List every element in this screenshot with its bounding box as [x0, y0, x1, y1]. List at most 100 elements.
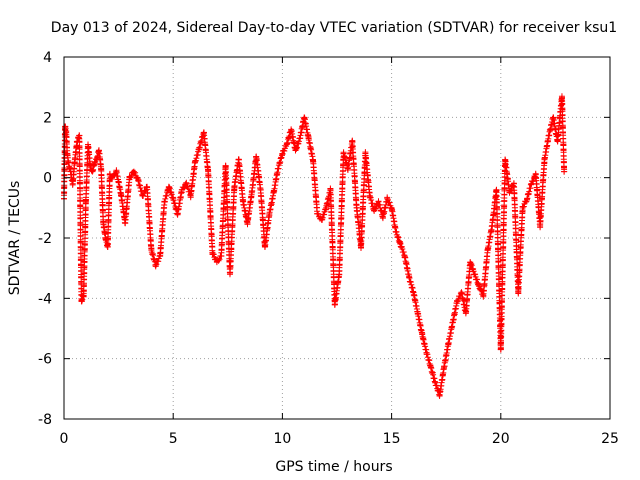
data-point — [74, 138, 81, 145]
x-tick-label: 20 — [492, 431, 510, 447]
y-tick-label: 2 — [43, 110, 52, 126]
data-point — [205, 168, 212, 175]
data-point — [192, 159, 199, 166]
data-point — [331, 301, 338, 308]
data-point — [467, 259, 474, 266]
data-point — [475, 283, 482, 290]
x-axis-label: GPS time / hours — [275, 459, 392, 475]
data-point — [170, 195, 177, 202]
data-point — [244, 219, 251, 226]
data-point — [358, 244, 365, 251]
data-point — [366, 192, 373, 199]
data-point — [226, 271, 233, 278]
data-point — [240, 198, 247, 205]
data-point — [78, 298, 85, 305]
y-tick-label: -4 — [38, 291, 52, 307]
data-point — [235, 156, 242, 163]
data-point — [528, 180, 535, 187]
y-tick-label: -6 — [38, 352, 52, 368]
data-point — [270, 189, 277, 196]
data-point — [454, 298, 461, 305]
data-point — [458, 289, 465, 296]
data-point — [93, 156, 100, 163]
data-point — [423, 349, 430, 356]
data-point — [441, 364, 448, 371]
data-point — [449, 319, 456, 326]
data-point — [187, 192, 194, 199]
data-point — [427, 364, 434, 371]
data-point — [558, 93, 565, 100]
data-point — [445, 340, 452, 347]
data-point — [554, 138, 561, 145]
data-point — [375, 198, 382, 205]
y-tick-label: -8 — [38, 412, 52, 428]
data-point — [98, 165, 105, 172]
data-point — [117, 189, 124, 196]
data-point — [178, 186, 185, 193]
data-point — [419, 331, 426, 338]
data-point — [519, 204, 526, 211]
data-point — [537, 222, 544, 229]
data-point — [213, 259, 220, 266]
data-point — [122, 219, 129, 226]
data-point — [353, 204, 360, 211]
data-point — [371, 207, 378, 214]
data-point — [506, 189, 513, 196]
data-point — [288, 126, 295, 133]
data-point — [497, 346, 504, 353]
x-tick-label: 15 — [383, 431, 401, 447]
data-point — [148, 247, 155, 254]
data-point — [480, 292, 487, 299]
data-point — [462, 310, 469, 317]
data-point — [130, 168, 137, 175]
axis-ticks — [63, 56, 611, 420]
series-markers — [61, 94, 568, 399]
data-point — [362, 150, 369, 157]
data-point — [100, 219, 107, 226]
data-point — [283, 141, 290, 148]
data-point — [218, 253, 225, 260]
data-point — [292, 147, 299, 154]
data-point — [209, 250, 216, 257]
data-point — [532, 171, 539, 178]
data-point — [126, 174, 133, 181]
data-point — [261, 244, 268, 251]
data-point — [139, 192, 146, 199]
data-point — [340, 150, 347, 157]
y-tick-label: -2 — [38, 231, 52, 247]
data-point — [344, 165, 351, 172]
data-point — [349, 138, 356, 145]
data-point — [524, 195, 531, 202]
data-point — [67, 168, 74, 175]
data-point — [174, 210, 181, 217]
data-point — [401, 253, 408, 260]
chart-title: Day 013 of 2024, Sidereal Day-to-day VTE… — [51, 20, 617, 36]
data-point — [89, 168, 96, 175]
data-point — [65, 159, 72, 166]
x-tick-label: 25 — [601, 431, 619, 447]
data-point — [515, 289, 522, 296]
data-point — [165, 183, 172, 190]
data-point — [502, 156, 509, 163]
data-point — [561, 168, 568, 175]
data-point — [305, 135, 312, 142]
data-point — [397, 241, 404, 248]
data-point — [248, 189, 255, 196]
data-point — [275, 165, 282, 172]
data-point — [406, 274, 413, 281]
x-tick-label: 5 — [169, 431, 178, 447]
data-point — [135, 177, 142, 184]
data-point — [161, 198, 168, 205]
data-point — [541, 156, 548, 163]
data-point — [484, 247, 491, 254]
data-point — [323, 204, 330, 211]
data-point — [309, 156, 316, 163]
data-point — [388, 204, 395, 211]
data-point — [489, 222, 496, 229]
data-point — [327, 186, 334, 193]
data-point — [314, 210, 321, 217]
data-point — [296, 135, 303, 142]
data-point — [253, 153, 260, 160]
data-point — [436, 391, 443, 398]
